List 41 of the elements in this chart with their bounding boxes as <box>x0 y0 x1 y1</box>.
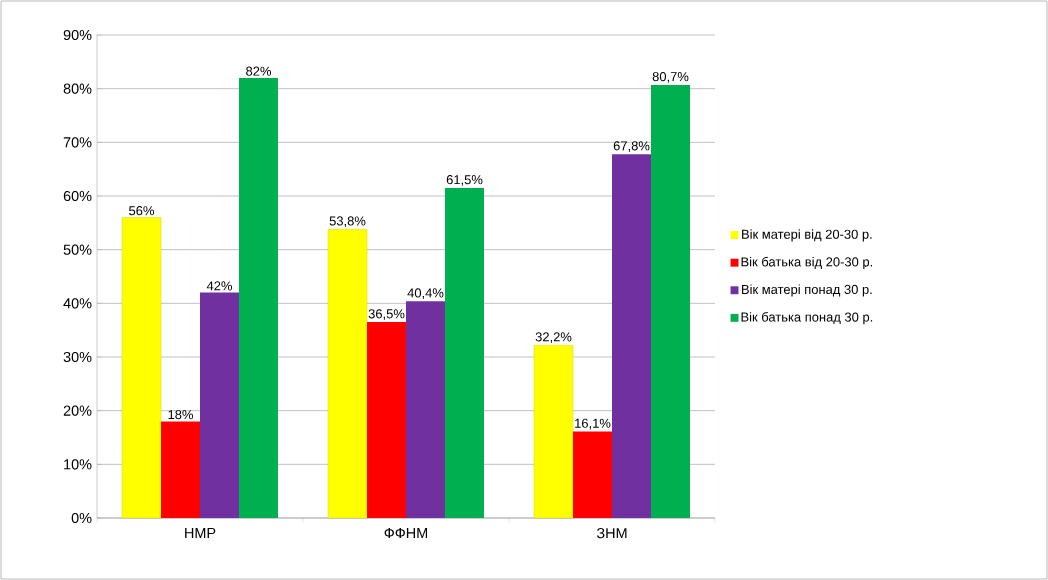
bar <box>367 322 406 518</box>
data-label: 32,2% <box>535 332 572 343</box>
bar <box>612 154 652 518</box>
y-tick-label: 80% <box>63 83 92 94</box>
data-label: 16,1% <box>575 418 611 430</box>
y-tick-label: 20% <box>63 405 92 416</box>
data-label: 80,7% <box>652 72 689 83</box>
legend-label: Вік батька понад 30 р. <box>741 312 873 325</box>
data-label: 40,4% <box>407 288 444 299</box>
legend-label: Вік батька від 20-30 р. <box>741 256 873 270</box>
x-tick-label: ФФНМ <box>384 528 428 539</box>
bar <box>327 229 368 519</box>
y-tick-label: 30% <box>63 351 92 363</box>
data-label: 67,8% <box>613 141 650 152</box>
y-tick-label: 40% <box>63 298 92 309</box>
bar <box>533 345 574 519</box>
data-label: 42% <box>206 281 233 291</box>
legend-label: Вік матері від 20-30 р. <box>742 229 872 242</box>
y-tick-label: 60% <box>63 190 92 202</box>
data-label: 56% <box>129 206 154 216</box>
data-label: 61,5% <box>446 175 483 186</box>
x-tick-label: НМР <box>185 528 216 538</box>
bar <box>161 421 200 518</box>
bar <box>651 84 691 518</box>
y-tick-label: 50% <box>63 244 92 255</box>
bar <box>445 187 484 518</box>
x-tick-label: ЗНМ <box>596 528 627 539</box>
y-tick-label: 90% <box>63 29 92 41</box>
data-label: 82% <box>246 66 272 76</box>
data-label: 53,8% <box>329 216 366 228</box>
data-label: 36,5% <box>368 309 405 320</box>
y-tick-label: 70% <box>63 137 92 148</box>
data-label: 18% <box>168 410 194 420</box>
bar <box>239 77 278 518</box>
y-tick-label: 0% <box>71 512 92 524</box>
bar <box>406 301 445 518</box>
bar <box>200 292 239 518</box>
bar <box>121 217 162 519</box>
bar <box>573 431 613 518</box>
legend-label: Вік матері понад 30 р. <box>742 284 872 297</box>
y-tick-label: 10% <box>64 459 92 470</box>
